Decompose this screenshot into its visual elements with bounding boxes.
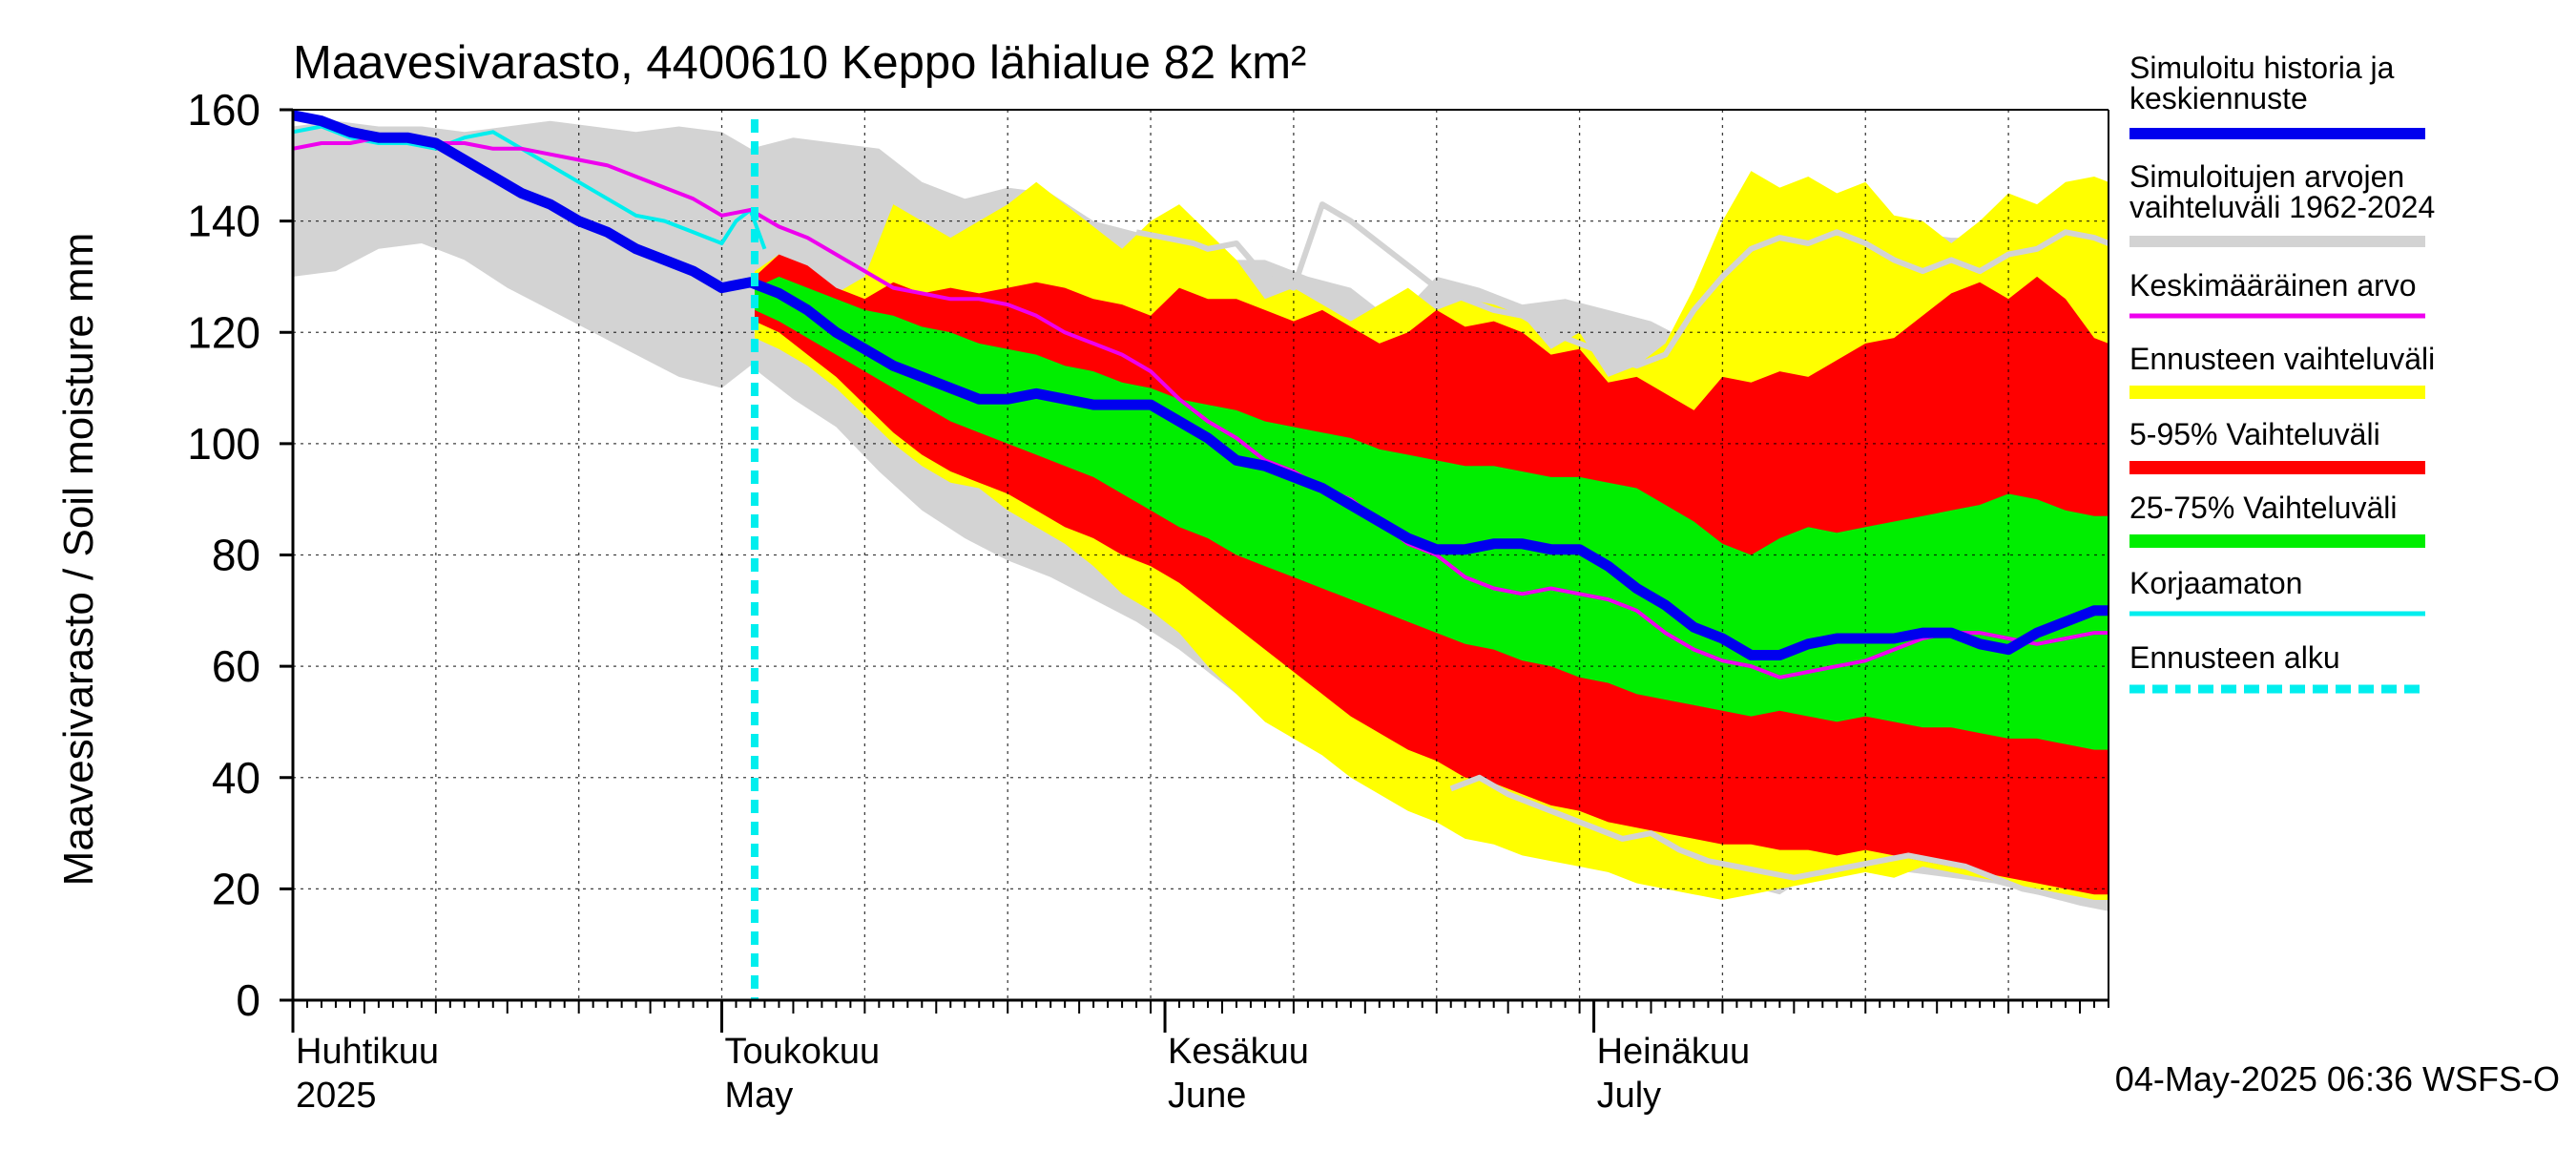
series-lines — [293, 110, 2109, 1000]
y-tick-label: 40 — [212, 753, 260, 803]
footer-timestamp: 04-May-2025 06:36 WSFS-O — [2115, 1059, 2560, 1098]
x-month-sublabel: May — [725, 1076, 794, 1116]
legend-label: Keskimääräinen arvo — [2129, 268, 2417, 303]
x-month-sublabel: 2025 — [296, 1076, 377, 1116]
legend-label: keskiennuste — [2129, 81, 2308, 115]
hist-range-lower-line — [1449, 774, 2109, 909]
legend-label: Ennusteen vaihteluväli — [2129, 342, 2435, 376]
y-tick-label: 100 — [187, 419, 260, 469]
grid-lines — [293, 110, 2109, 1000]
x-month-label: Huhtikuu — [296, 1032, 439, 1072]
y-axis-label: Maavesivarasto / Soil moisture mm — [55, 233, 102, 887]
p25-75-band — [755, 276, 2109, 750]
x-month-sublabel: June — [1168, 1076, 1246, 1116]
uncorrected-line — [293, 124, 767, 250]
y-tick-label: 60 — [212, 641, 260, 691]
legend-label: 5-95% Vaihteluväli — [2129, 417, 2380, 451]
x-month-sublabel: July — [1597, 1076, 1662, 1116]
median-forecast-line — [293, 110, 2109, 660]
y-tick-label: 120 — [187, 307, 260, 357]
mean-line — [293, 136, 2109, 680]
y-tick-label: 20 — [212, 864, 260, 913]
chart-title: Maavesivarasto, 4400610 Keppo lähialue 8… — [293, 37, 1306, 89]
y-tick-label: 80 — [212, 531, 260, 580]
y-tick-label: 140 — [187, 197, 260, 246]
y-tick-label: 160 — [187, 85, 260, 135]
hist-range-upper-line — [1135, 201, 2109, 369]
legend-label: Korjaamaton — [2129, 566, 2302, 600]
legend-label: Simuloitujen arvojen — [2129, 159, 2404, 194]
x-month-label: Kesäkuu — [1168, 1032, 1309, 1072]
x-month-label: Heinäkuu — [1597, 1032, 1751, 1072]
y-tick-label: 0 — [236, 975, 260, 1025]
legend-label: Ennusteen alku — [2129, 640, 2340, 675]
legend-label: vaihteluväli 1962-2024 — [2129, 190, 2435, 224]
legend-label: Simuloitu historia ja — [2129, 51, 2395, 85]
legend-label: 25-75% Vaihteluväli — [2129, 491, 2397, 525]
x-month-label: Toukokuu — [725, 1032, 881, 1072]
range-areas — [293, 120, 2109, 911]
